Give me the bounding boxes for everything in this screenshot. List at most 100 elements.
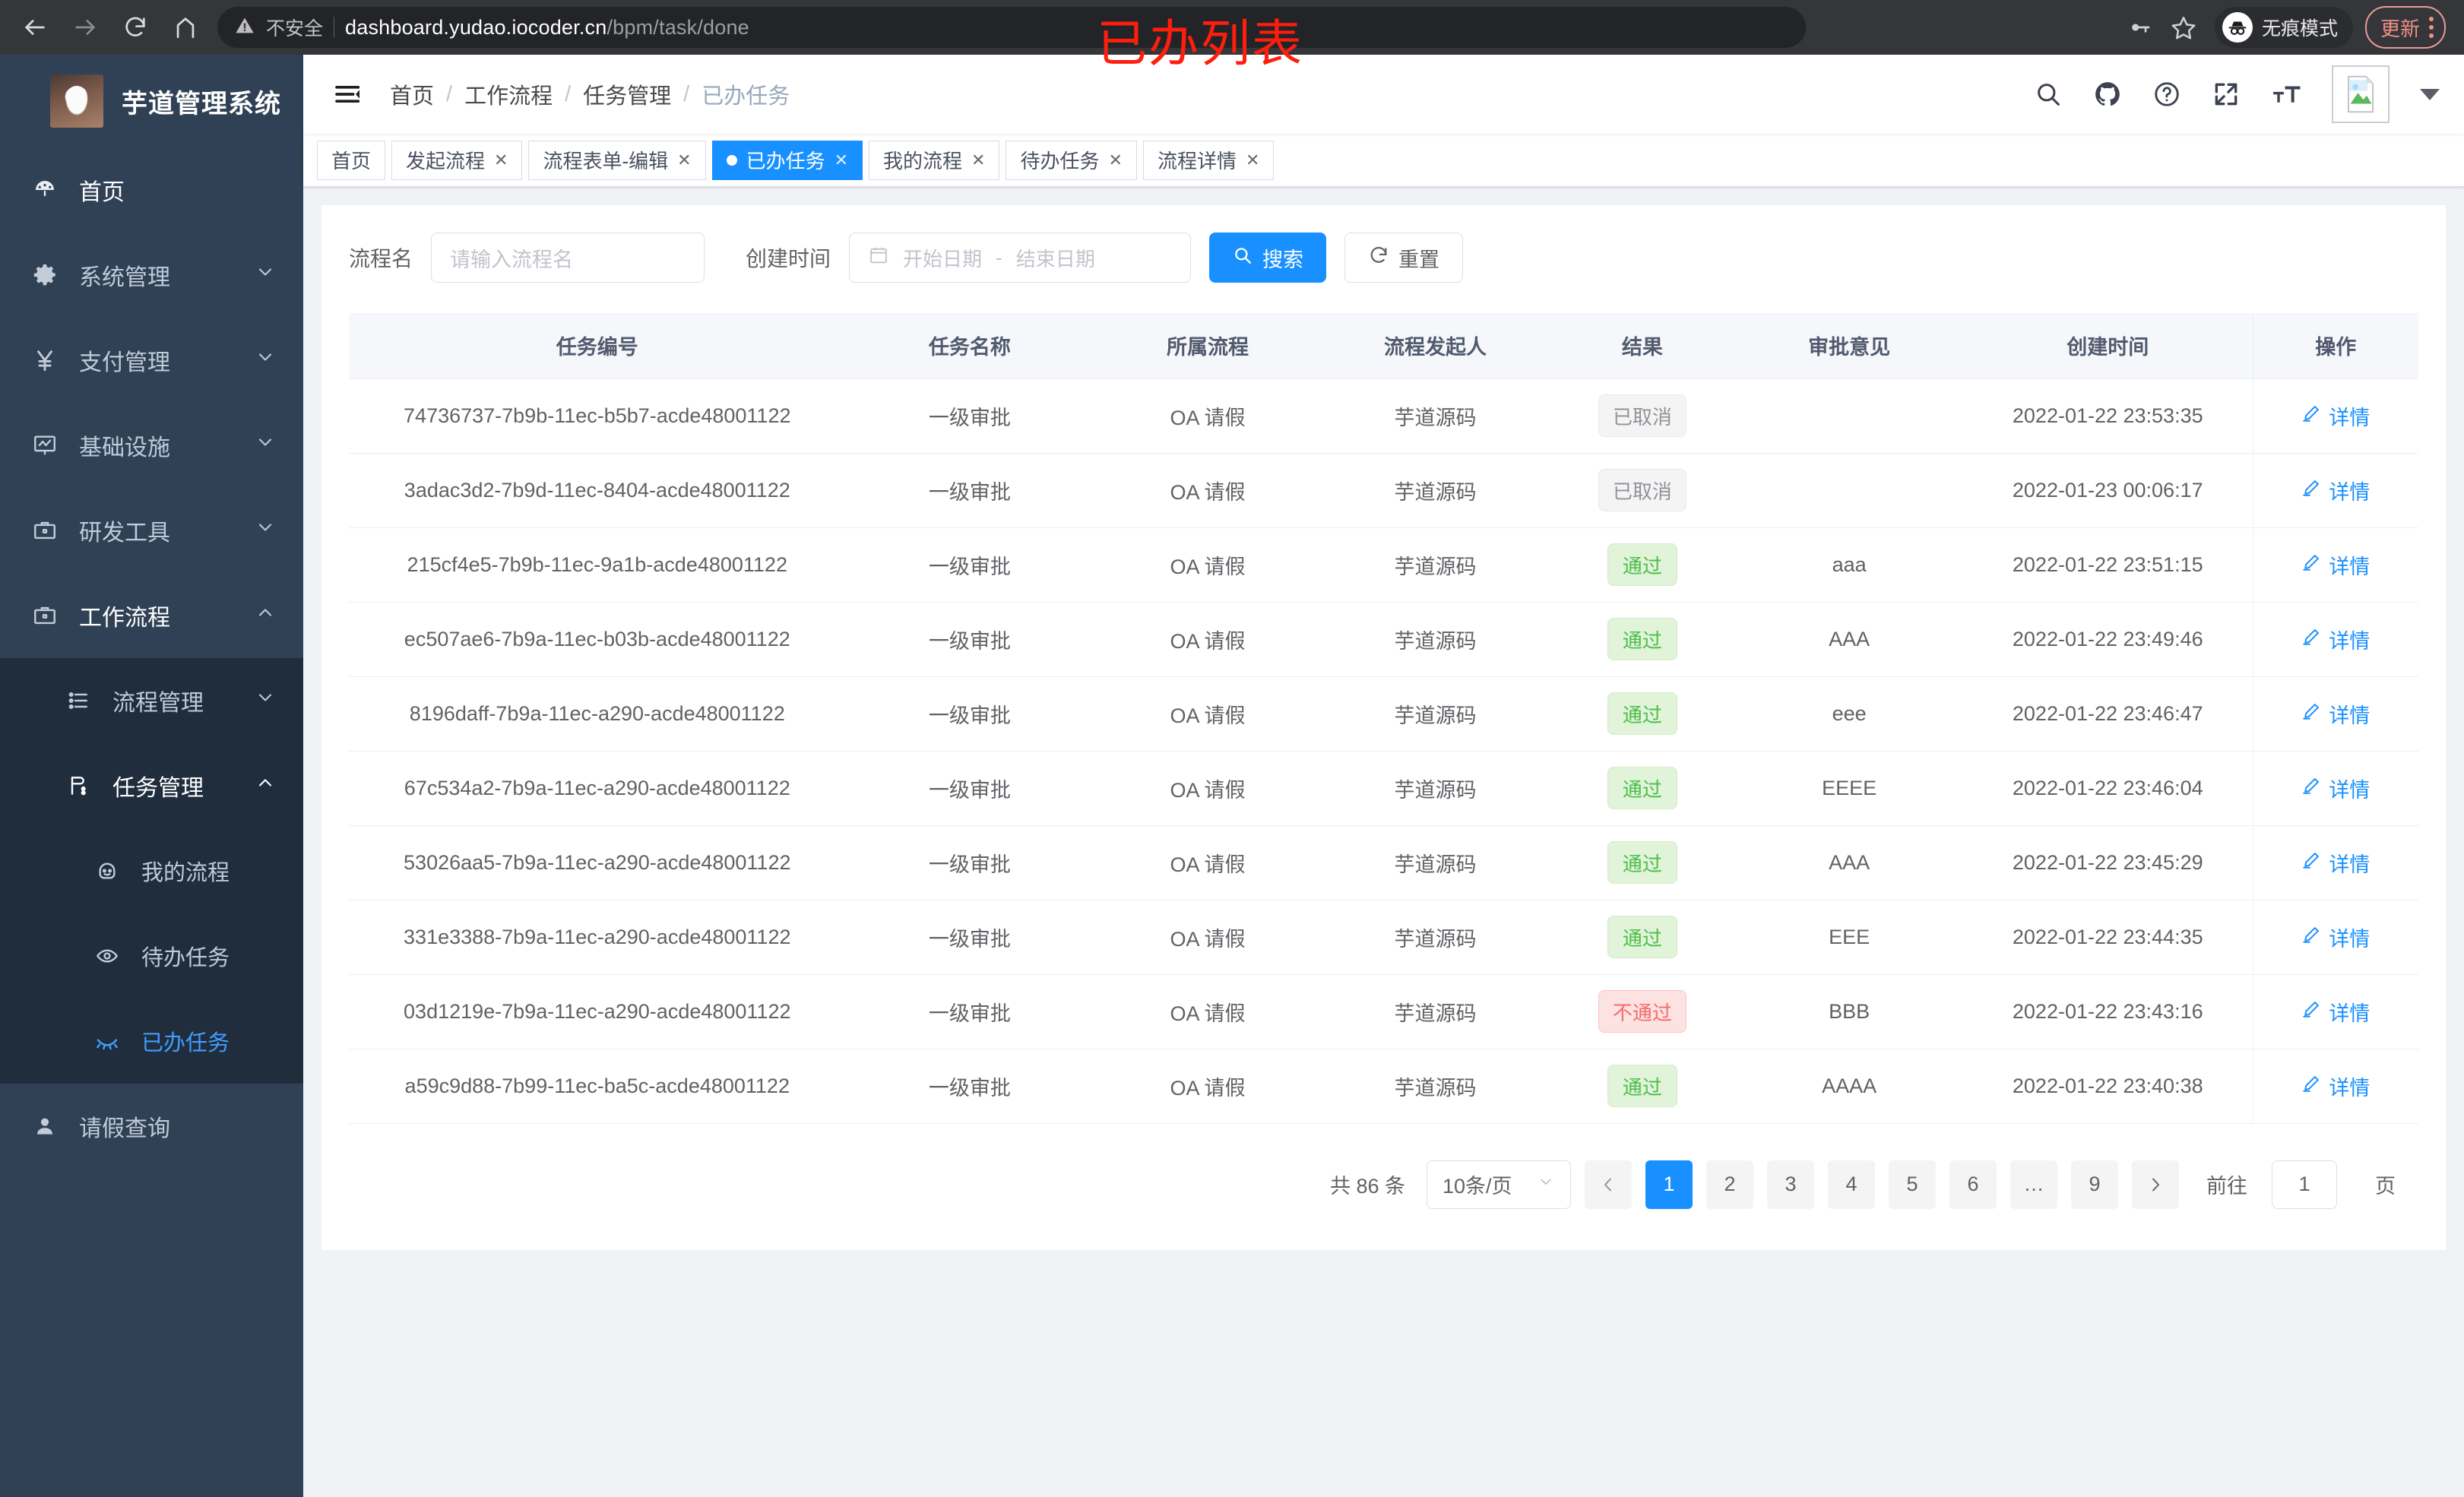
pagination-prev[interactable] [1585,1160,1632,1209]
active-tab-dot-icon [726,154,737,166]
refresh-icon [1368,245,1389,271]
task-icon [55,774,102,798]
chevron-down-icon [255,687,276,714]
detail-button[interactable]: 详情 [2301,550,2370,580]
breadcrumb-item-workflow[interactable]: 工作流程 [464,84,553,109]
status-badge: 通过 [1607,618,1677,660]
pagination-page-1[interactable]: 1 [1645,1160,1693,1209]
tab-home[interactable]: 首页 [317,140,386,180]
search-icon[interactable] [2034,80,2063,109]
pagination-page-2[interactable]: 2 [1706,1160,1753,1209]
github-icon[interactable] [2093,80,2122,109]
tab-process-detail[interactable]: 流程详情 ✕ [1142,140,1275,180]
search-button-label: 搜索 [1262,248,1304,271]
cell-task-id: 331e3388-7b9a-11ec-a290-acde48001122 [349,900,846,975]
cell-task-name: 一级审批 [845,527,1094,603]
address-bar[interactable]: 不安全 dashboard.yudao.iocoder.cn/bpm/task/… [217,7,1806,48]
detail-button[interactable]: 详情 [2301,1071,2370,1101]
sidebar-item-workflow[interactable]: 工作流程 [0,573,303,658]
close-icon[interactable]: ✕ [1108,150,1123,169]
sidebar-item-my-process[interactable]: 我的流程 [0,828,303,913]
sidebar-item-system[interactable]: 系统管理 [0,233,303,318]
chevron-down-icon [255,517,276,544]
cell-task-name: 一级审批 [845,751,1094,826]
eye-closed-icon [84,1029,131,1053]
close-icon[interactable]: ✕ [494,150,508,169]
cell-process: OA 请假 [1094,676,1322,752]
home-icon[interactable] [164,6,207,49]
fullscreen-icon[interactable] [2212,80,2241,109]
cell-created: 2022-01-22 23:46:04 [1962,751,2253,826]
reload-icon[interactable] [114,6,157,49]
sidebar-item-leave-query[interactable]: 请假查询 [0,1084,303,1169]
sidebar-item-todo-task[interactable]: 待办任务 [0,913,303,999]
reset-button[interactable]: 重置 [1344,233,1464,283]
tab-label: 待办任务 [1020,150,1100,172]
bookmark-star-icon[interactable] [2163,7,2204,48]
pagination-next[interactable] [2132,1160,2179,1209]
pagination-page-5[interactable]: 5 [1889,1160,1936,1209]
pagination-page-4[interactable]: 4 [1828,1160,1875,1209]
breadcrumb-separator: / [683,81,690,106]
forward-arrow-icon[interactable] [64,6,106,49]
pagination-ellipsis[interactable]: … [2010,1160,2057,1209]
pagination-jump-input[interactable]: 1 [2272,1160,2337,1209]
detail-label: 详情 [2329,704,2371,727]
breadcrumb-separator: / [565,81,572,106]
close-icon[interactable]: ✕ [834,150,849,169]
tab-todo-task[interactable]: 待办任务 ✕ [1006,140,1137,180]
font-size-icon[interactable] [2271,80,2301,109]
chrome-menu-icon[interactable] [2429,17,2434,38]
sidebar-item-done-task[interactable]: 已办任务 [0,999,303,1084]
incognito-indicator[interactable]: 无痕模式 [2214,7,2353,48]
detail-button[interactable]: 详情 [2301,774,2370,803]
detail-button[interactable]: 详情 [2301,699,2370,729]
cell-comment: EEEE [1735,751,1963,826]
edit-icon [2301,776,2321,801]
detail-button[interactable]: 详情 [2301,923,2370,952]
detail-button[interactable]: 详情 [2301,625,2370,654]
page-size-select[interactable]: 10条/页 [1427,1160,1571,1209]
create-time-daterange[interactable]: 开始日期 - 结束日期 [849,233,1192,283]
pagination-page-6[interactable]: 6 [1949,1160,1997,1209]
process-name-input[interactable]: 请输入流程名 [431,233,705,283]
breadcrumb-item-home[interactable]: 首页 [390,84,435,109]
sidebar-item-home[interactable]: 首页 [0,147,303,233]
cell-comment: EEE [1735,900,1963,975]
breadcrumb-item-task-management[interactable]: 任务管理 [583,84,672,109]
cell-created: 2022-01-22 23:53:35 [1962,378,2253,454]
hamburger-icon[interactable] [331,79,366,109]
tab-process-form-edit[interactable]: 流程表单-编辑 ✕ [528,140,706,180]
avatar[interactable] [2332,65,2390,123]
chevron-down-icon[interactable] [2420,88,2440,100]
close-icon[interactable]: ✕ [971,150,986,169]
close-icon[interactable]: ✕ [677,150,692,169]
detail-button[interactable]: 详情 [2301,997,2370,1027]
help-icon[interactable] [2152,80,2181,109]
pagination-page-3[interactable]: 3 [1767,1160,1814,1209]
not-secure-warning-icon [234,15,255,40]
detail-button[interactable]: 详情 [2301,848,2370,878]
tab-done-task[interactable]: 已办任务 ✕ [711,140,863,180]
edit-icon [2301,999,2321,1024]
close-icon[interactable]: ✕ [1245,150,1260,169]
tab-my-process[interactable]: 我的流程 ✕ [869,140,1000,180]
sidebar-item-task-management[interactable]: 任务管理 [0,743,303,828]
back-arrow-icon[interactable] [14,6,56,49]
sidebar-item-infrastructure[interactable]: 基础设施 [0,403,303,488]
detail-button[interactable]: 详情 [2301,476,2370,505]
sidebar-item-label: 我的流程 [141,861,230,885]
update-button[interactable]: 更新 [2364,6,2446,49]
sidebar-item-devtools[interactable]: 研发工具 [0,488,303,573]
col-process: 所属流程 [1094,313,1322,379]
sidebar-item-payment[interactable]: 支付管理 [0,318,303,403]
tab-start-process[interactable]: 发起流程 ✕ [391,140,523,180]
pagination-page-9[interactable]: 9 [2071,1160,2118,1209]
search-button[interactable]: 搜索 [1209,233,1327,283]
password-key-icon[interactable] [2119,7,2160,48]
detail-button[interactable]: 详情 [2301,401,2370,431]
cell-created: 2022-01-22 23:46:47 [1962,676,2253,752]
sidebar-item-process-management[interactable]: 流程管理 [0,658,303,743]
cell-comment: aaa [1735,527,1963,603]
sidebar-logo[interactable]: 芋道管理系统 [0,55,303,147]
